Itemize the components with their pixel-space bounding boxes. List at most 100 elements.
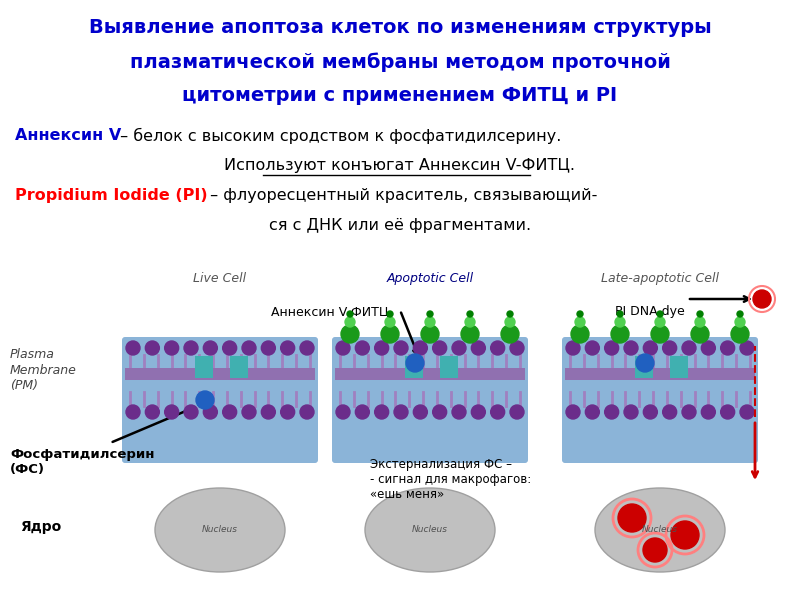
Circle shape bbox=[184, 405, 198, 419]
Circle shape bbox=[165, 405, 178, 419]
Circle shape bbox=[433, 341, 446, 355]
Circle shape bbox=[184, 341, 198, 355]
Circle shape bbox=[126, 341, 140, 355]
Ellipse shape bbox=[595, 488, 725, 572]
Circle shape bbox=[510, 341, 524, 355]
Circle shape bbox=[355, 405, 370, 419]
Circle shape bbox=[387, 311, 393, 317]
Circle shape bbox=[740, 405, 754, 419]
Circle shape bbox=[427, 311, 433, 317]
Circle shape bbox=[203, 405, 218, 419]
Bar bbox=[230, 356, 248, 378]
Circle shape bbox=[490, 405, 505, 419]
Text: ся с ДНК или её фрагментами.: ся с ДНК или её фрагментами. bbox=[269, 218, 531, 233]
Circle shape bbox=[566, 341, 580, 355]
Circle shape bbox=[203, 341, 218, 355]
Text: Nucleus: Nucleus bbox=[642, 526, 678, 535]
Bar bbox=[195, 356, 213, 378]
Circle shape bbox=[671, 521, 699, 549]
Text: Фосфатидилсерин
(ФС): Фосфатидилсерин (ФС) bbox=[10, 448, 154, 476]
Circle shape bbox=[242, 405, 256, 419]
Circle shape bbox=[126, 405, 140, 419]
Text: – флуоресцентный краситель, связывающий-: – флуоресцентный краситель, связывающий- bbox=[205, 188, 598, 203]
Circle shape bbox=[146, 405, 159, 419]
Circle shape bbox=[571, 325, 589, 343]
Circle shape bbox=[702, 341, 715, 355]
Circle shape bbox=[643, 538, 667, 562]
Text: плазматической мембраны методом проточной: плазматической мембраны методом проточно… bbox=[130, 52, 670, 71]
Circle shape bbox=[461, 325, 479, 343]
Circle shape bbox=[300, 405, 314, 419]
Circle shape bbox=[452, 341, 466, 355]
Text: Используют конъюгат Аннексин V-ФИТЦ.: Используют конъюгат Аннексин V-ФИТЦ. bbox=[225, 158, 575, 173]
FancyBboxPatch shape bbox=[332, 337, 528, 463]
Circle shape bbox=[406, 354, 424, 372]
Circle shape bbox=[735, 317, 745, 327]
FancyBboxPatch shape bbox=[562, 337, 758, 463]
Text: Аннексин V-ФИТЦ: Аннексин V-ФИТЦ bbox=[271, 305, 389, 318]
Circle shape bbox=[336, 341, 350, 355]
Circle shape bbox=[624, 405, 638, 419]
Circle shape bbox=[146, 341, 159, 355]
Circle shape bbox=[510, 405, 524, 419]
Circle shape bbox=[611, 325, 629, 343]
Circle shape bbox=[753, 290, 771, 308]
Text: Plasma
Membrane
(PM): Plasma Membrane (PM) bbox=[10, 349, 77, 391]
Text: Late-apoptotic Cell: Late-apoptotic Cell bbox=[601, 272, 719, 285]
Circle shape bbox=[682, 405, 696, 419]
Circle shape bbox=[262, 405, 275, 419]
Circle shape bbox=[465, 317, 475, 327]
Circle shape bbox=[414, 341, 427, 355]
Circle shape bbox=[702, 405, 715, 419]
Circle shape bbox=[355, 341, 370, 355]
Circle shape bbox=[655, 317, 665, 327]
Circle shape bbox=[421, 325, 439, 343]
Circle shape bbox=[467, 311, 473, 317]
Circle shape bbox=[721, 405, 734, 419]
Text: Ядро: Ядро bbox=[20, 520, 62, 534]
Circle shape bbox=[651, 325, 669, 343]
Circle shape bbox=[414, 405, 427, 419]
Text: Экстернализация ФС –
- сигнал для макрофагов:
«ешь меня»: Экстернализация ФС – - сигнал для макроф… bbox=[370, 458, 531, 501]
Circle shape bbox=[425, 317, 435, 327]
Circle shape bbox=[242, 341, 256, 355]
Circle shape bbox=[695, 317, 705, 327]
Bar bbox=[635, 356, 653, 378]
Circle shape bbox=[740, 341, 754, 355]
Text: Propidium Iodide (PI): Propidium Iodide (PI) bbox=[15, 188, 208, 203]
Circle shape bbox=[615, 317, 625, 327]
Text: Apoptotic Cell: Apoptotic Cell bbox=[386, 272, 474, 285]
Circle shape bbox=[262, 341, 275, 355]
Circle shape bbox=[643, 405, 658, 419]
Circle shape bbox=[586, 405, 599, 419]
Circle shape bbox=[662, 341, 677, 355]
Circle shape bbox=[300, 341, 314, 355]
FancyBboxPatch shape bbox=[122, 337, 318, 463]
Bar bbox=[565, 368, 755, 380]
Circle shape bbox=[374, 405, 389, 419]
Circle shape bbox=[490, 341, 505, 355]
Circle shape bbox=[394, 405, 408, 419]
Bar bbox=[335, 368, 525, 380]
Text: цитометрии с применением ФИТЦ и PI: цитометрии с применением ФИТЦ и PI bbox=[182, 86, 618, 105]
Circle shape bbox=[575, 317, 585, 327]
Text: Аннексин V: Аннексин V bbox=[15, 128, 122, 143]
Bar bbox=[405, 356, 423, 378]
Circle shape bbox=[721, 341, 734, 355]
Circle shape bbox=[624, 341, 638, 355]
Circle shape bbox=[605, 341, 618, 355]
Circle shape bbox=[586, 341, 599, 355]
Circle shape bbox=[501, 325, 519, 343]
Bar bbox=[125, 368, 315, 380]
Text: Nucleus: Nucleus bbox=[412, 526, 448, 535]
Circle shape bbox=[281, 341, 294, 355]
Bar bbox=[440, 356, 458, 378]
Circle shape bbox=[566, 405, 580, 419]
Text: – белок с высоким сродством к фосфатидилсерину.: – белок с высоким сродством к фосфатидил… bbox=[115, 128, 562, 144]
Circle shape bbox=[222, 341, 237, 355]
Circle shape bbox=[347, 311, 353, 317]
Circle shape bbox=[394, 341, 408, 355]
Circle shape bbox=[341, 325, 359, 343]
Circle shape bbox=[737, 311, 743, 317]
Circle shape bbox=[577, 311, 583, 317]
